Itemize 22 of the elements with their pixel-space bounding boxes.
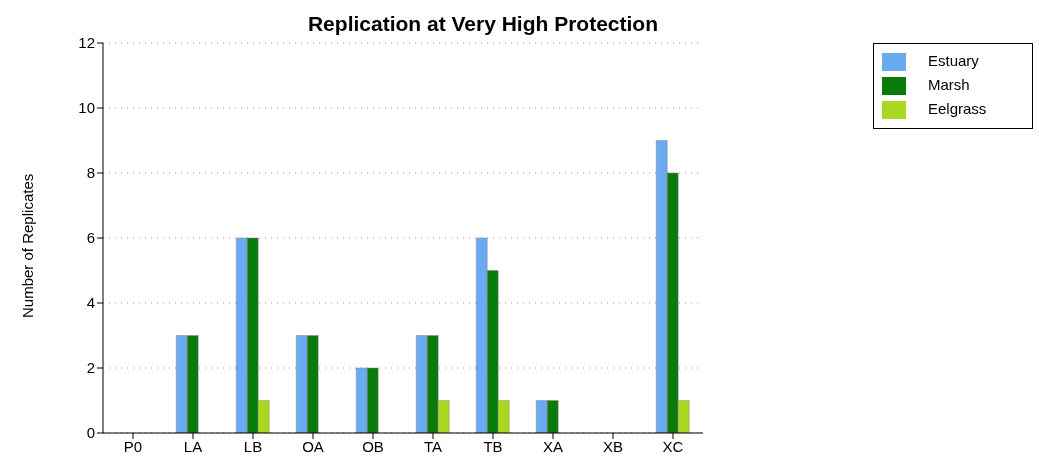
legend-label: Eelgrass [928, 99, 987, 117]
x-tick-label: LB [243, 437, 263, 455]
legend-label: Marsh [928, 75, 970, 93]
x-tick-label: XC [662, 437, 684, 455]
y-tick-label: 4 [86, 294, 95, 312]
y-axis-title: Number of Replicates [19, 173, 37, 318]
x-tick-label: OA [302, 437, 324, 455]
x-tick-label: LA [183, 437, 203, 455]
y-tick-label: 10 [78, 99, 95, 117]
x-tick-label: XA [542, 437, 564, 455]
y-tick-label: 8 [86, 164, 95, 182]
x-tick-label: TB [483, 437, 503, 455]
x-tick-label: XB [602, 437, 624, 455]
y-tick-label: 0 [86, 424, 95, 442]
y-tick-label: 12 [78, 34, 95, 52]
legend-label: Estuary [928, 51, 979, 69]
x-tick-label: OB [362, 437, 384, 455]
x-tick-label: P0 [123, 437, 143, 455]
chart-title: Replication at Very High Protection [306, 12, 660, 36]
x-tick-label: TA [423, 437, 443, 455]
y-tick-label: 2 [86, 359, 95, 377]
y-tick-label: 6 [86, 229, 95, 247]
